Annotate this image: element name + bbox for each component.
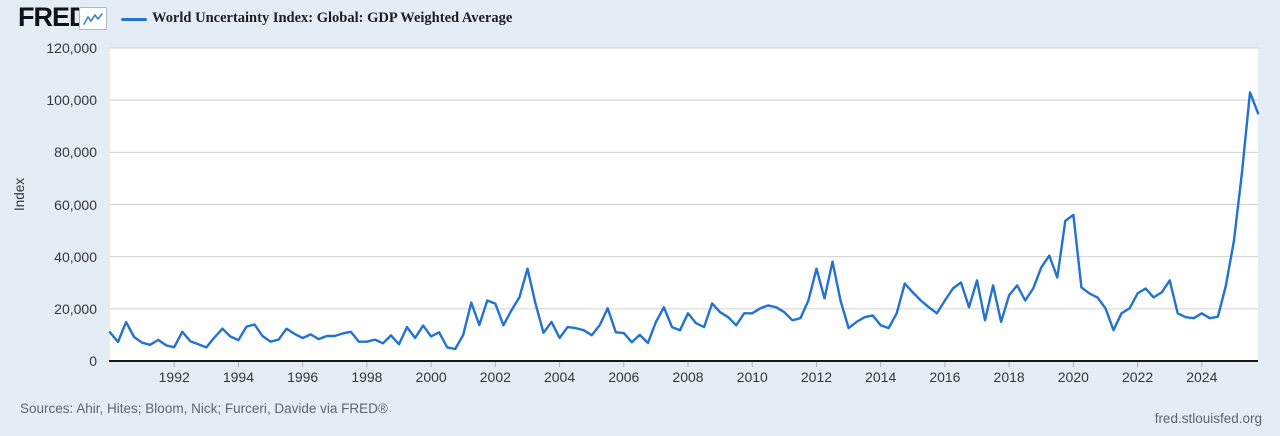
x-tick-label: 2012 xyxy=(800,369,833,385)
x-tick-label: 1996 xyxy=(287,369,319,385)
x-tick-label: 2024 xyxy=(1186,369,1218,385)
x-tick-label: 2006 xyxy=(608,369,640,385)
x-tick-label: 2018 xyxy=(993,369,1025,385)
x-tick-label: 2000 xyxy=(415,369,447,385)
chart-title: World Uncertainty Index: Global: GDP Wei… xyxy=(152,10,513,26)
x-tick-label: 2014 xyxy=(865,369,897,385)
legend-line-swatch xyxy=(121,18,147,21)
x-tick-label: 2010 xyxy=(736,369,768,385)
x-tick-label: 2016 xyxy=(929,369,961,385)
x-tick-label: 2002 xyxy=(479,369,511,385)
x-tick-label: 2020 xyxy=(1057,369,1089,385)
y-tick-label: 120,000 xyxy=(46,40,97,56)
fred-logo-chart-icon xyxy=(79,7,107,30)
x-tick-label: 2004 xyxy=(543,369,576,385)
x-tick-label: 2008 xyxy=(672,369,704,385)
sources-text: Sources: Ahir, Hites; Bloom, Nick; Furce… xyxy=(20,401,388,416)
y-tick-label: 40,000 xyxy=(54,248,97,265)
sparkline-icon xyxy=(83,12,103,25)
x-tick-label: 2022 xyxy=(1122,369,1154,385)
y-tick-label: 60,000 xyxy=(54,196,97,213)
data-series-line xyxy=(108,91,1260,351)
site-url-link[interactable]: fred.stlouisfed.org xyxy=(1154,411,1262,426)
x-tick-label: 1998 xyxy=(351,369,383,385)
x-tick-label: 1994 xyxy=(222,369,255,385)
fred-logo-text: FRED xyxy=(18,2,88,32)
x-tick-label: 1992 xyxy=(158,369,190,385)
y-tick-label: 0 xyxy=(89,353,97,369)
y-tick-label: 80,000 xyxy=(54,144,97,161)
y-tick-label: 100,000 xyxy=(46,92,97,109)
y-tick-label: 20,000 xyxy=(54,300,97,317)
